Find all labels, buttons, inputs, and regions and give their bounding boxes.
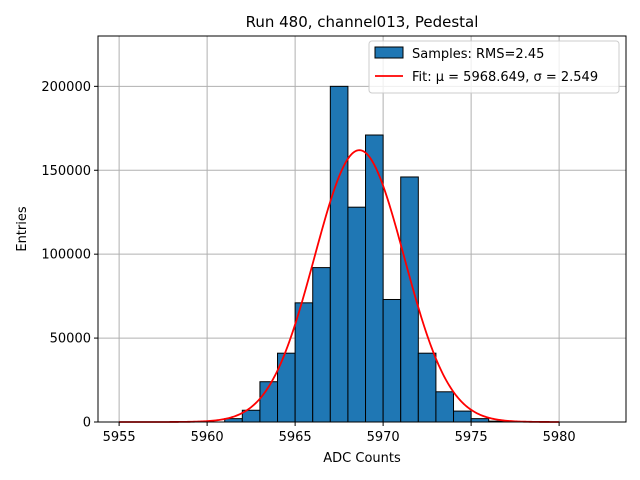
y-tick-label: 100000 [41, 248, 91, 263]
x-tick-label: 5980 [543, 430, 576, 445]
histogram-bar [470, 418, 490, 423]
histogram-bar [453, 410, 472, 423]
histogram-bars [224, 85, 507, 423]
y-tick-label: 0 [83, 416, 91, 431]
legend: Samples: RMS=2.45 Fit: μ = 5968.649, σ =… [368, 40, 620, 94]
chart-title: Run 480, channel013, Pedestal [246, 13, 479, 31]
y-tick-label: 200000 [41, 80, 91, 95]
histogram-bar [347, 206, 367, 423]
plot-frame [97, 35, 627, 423]
axis-ticks: 5955 5960 5965 5970 5975 5980 0 50000 100000 1500… [41, 80, 575, 445]
y-tick-label: 50000 [50, 332, 91, 347]
histogram-bar [382, 298, 402, 423]
x-axis-label: ADC Counts [323, 451, 401, 466]
x-tick-label: 5965 [279, 430, 312, 445]
x-tick-label: 5960 [191, 430, 224, 445]
legend-bars-swatch [374, 46, 404, 59]
legend-bars-label: Samples: RMS=2.45 [412, 47, 544, 62]
x-tick-label: 5955 [103, 430, 136, 445]
x-tick-label: 5970 [367, 430, 400, 445]
legend-box [368, 40, 620, 94]
y-axis-label: Entries [15, 206, 30, 252]
legend-fit-label: Fit: μ = 5968.649, σ = 2.549 [412, 70, 598, 85]
y-tick-label: 150000 [41, 164, 91, 179]
x-tick-label: 5975 [455, 430, 488, 445]
histogram-bar [417, 352, 437, 423]
histogram-bar [329, 85, 349, 423]
histogram-bar [435, 391, 455, 423]
histogram-bar [312, 267, 331, 423]
histogram-bar [294, 302, 314, 423]
